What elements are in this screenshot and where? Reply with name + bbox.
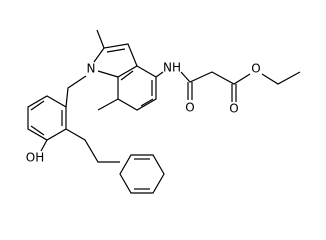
bond [65,75,87,108]
bond [40,139,48,152]
bonds [27,29,301,194]
bond [97,98,119,111]
bond [261,71,301,85]
atom-label: NH [163,61,181,75]
atom-label: O [229,102,238,116]
atom-label: O [251,62,260,76]
ring [27,95,67,141]
atom-label: N [87,62,96,76]
bond [155,71,164,78]
atom-label: O [185,101,194,115]
atom-label: OH [26,151,44,165]
page: {"labels": ["N", "NH", "O", "O", "O", "O… [25,29,301,194]
double-bond [140,98,154,107]
bond [97,70,119,78]
bond [96,29,105,49]
double-bond [30,100,45,111]
bond [93,43,138,67]
bond [65,128,120,163]
structure: N NH O O O OH [26,29,301,194]
ring [119,154,165,194]
bond [180,71,251,85]
ring [117,65,157,111]
double-bond [120,70,134,81]
double-bond [106,48,126,53]
double-bond [30,125,45,136]
